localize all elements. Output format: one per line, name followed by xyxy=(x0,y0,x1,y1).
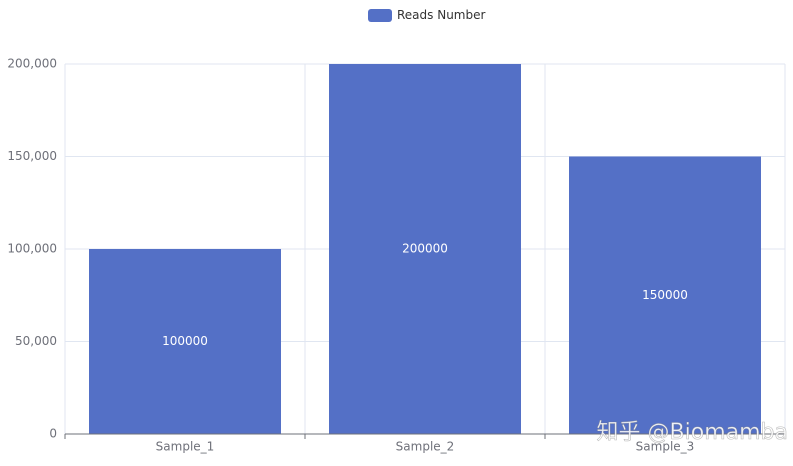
y-tick-label: 200,000 xyxy=(7,57,57,71)
legend-swatch xyxy=(368,9,392,22)
x-tick-label: Sample_1 xyxy=(156,440,215,454)
data-label: 150000 xyxy=(642,288,688,302)
x-tick-label: Sample_3 xyxy=(636,440,695,454)
y-tick-label: 0 xyxy=(49,427,57,441)
data-label: 200000 xyxy=(402,242,448,256)
legend-label: Reads Number xyxy=(397,8,485,22)
y-tick-label: 100,000 xyxy=(7,242,57,256)
watermark: 知乎 @Biomamba xyxy=(597,420,788,445)
bar xyxy=(329,64,521,434)
bar xyxy=(569,156,761,434)
data-label: 100000 xyxy=(162,334,208,348)
y-tick-label: 150,000 xyxy=(7,149,57,163)
x-tick-label: Sample_2 xyxy=(396,440,455,454)
bar xyxy=(89,249,281,434)
y-tick-label: 50,000 xyxy=(15,334,57,348)
